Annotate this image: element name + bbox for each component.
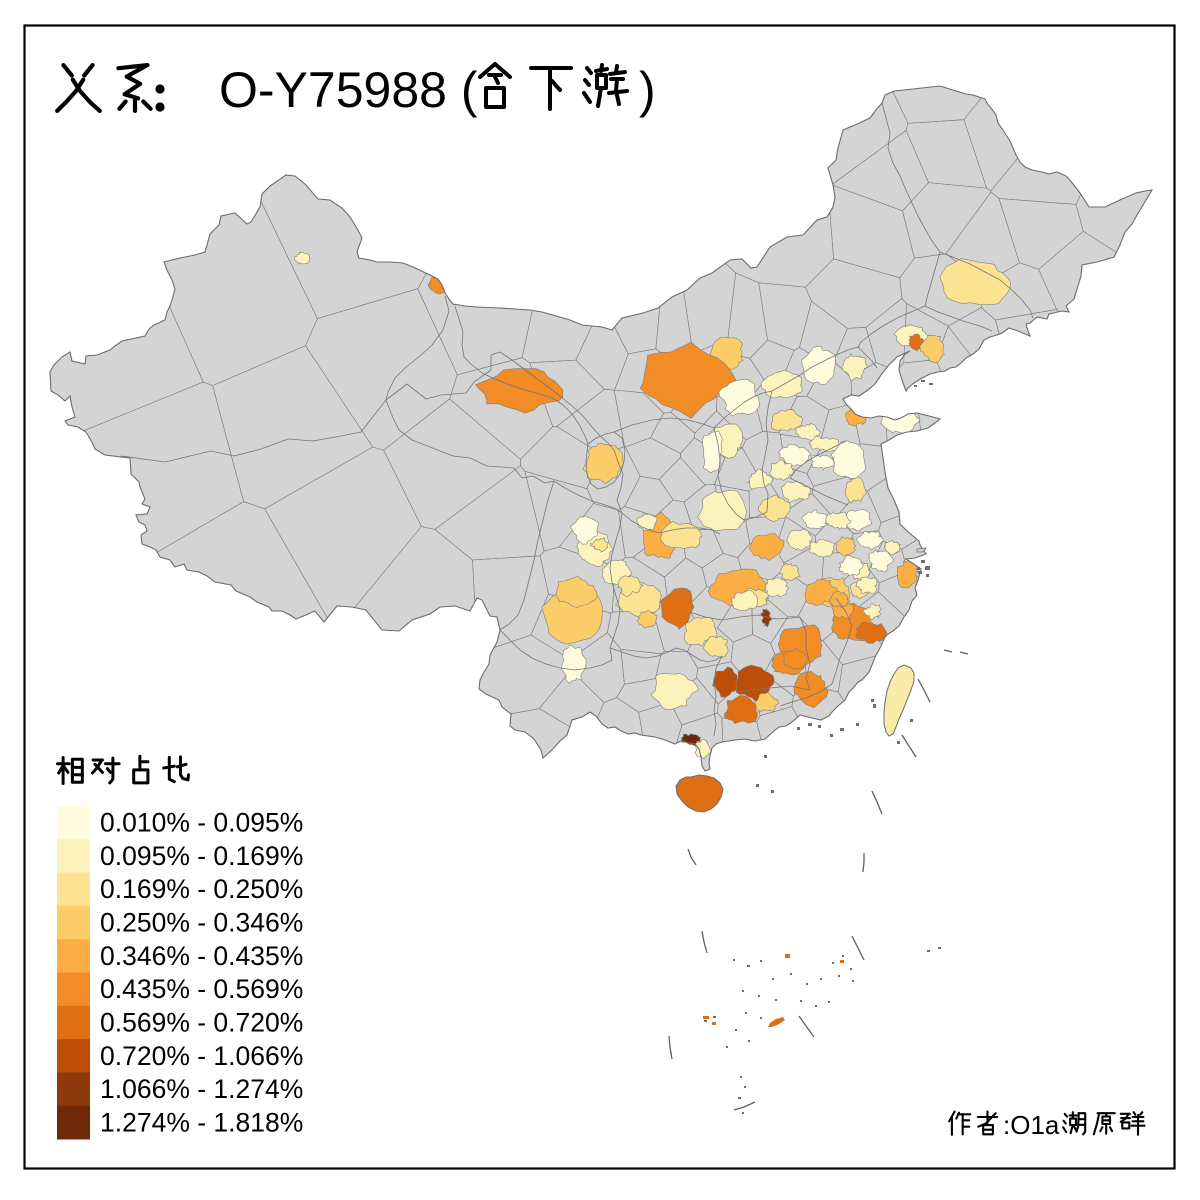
svg-text:0.095% - 0.169%: 0.095% - 0.169% [100,841,303,871]
svg-text:0.720% - 1.066%: 0.720% - 1.066% [100,1041,303,1071]
svg-text:0.169% - 0.250%: 0.169% - 0.250% [100,874,303,904]
svg-text:O-Y75988 (: O-Y75988 ( [219,62,478,118]
svg-text:0.435% - 0.569%: 0.435% - 0.569% [100,974,303,1004]
svg-text:): ) [639,62,656,118]
svg-text:0.569% - 0.720%: 0.569% - 0.720% [100,1007,303,1037]
svg-text::O1a: :O1a [1003,1110,1060,1140]
svg-text:0.010% - 0.095%: 0.010% - 0.095% [100,808,303,838]
svg-text:1.066% - 1.274%: 1.066% - 1.274% [100,1074,303,1104]
svg-text:0.250% - 0.346%: 0.250% - 0.346% [100,908,303,938]
svg-text:0.346% - 0.435%: 0.346% - 0.435% [100,941,303,971]
svg-text:1.274% - 1.818%: 1.274% - 1.818% [100,1107,303,1137]
